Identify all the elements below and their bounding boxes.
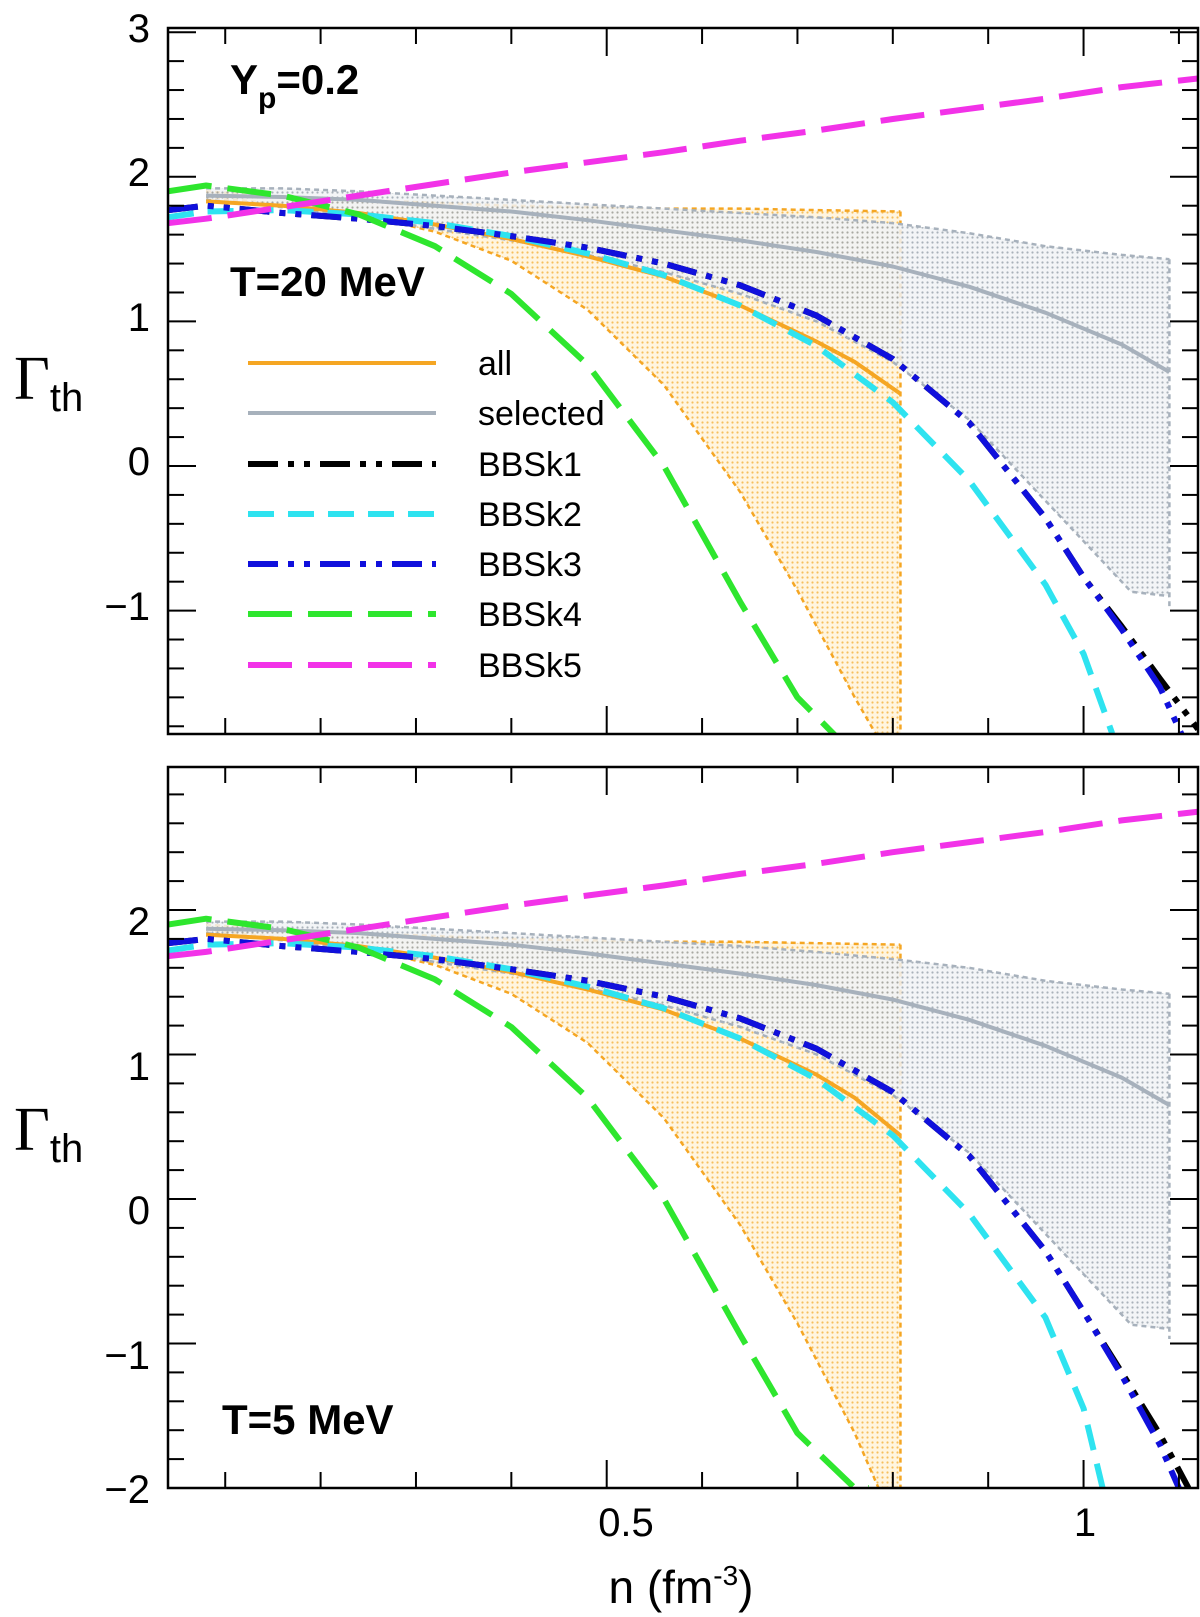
top-y-tick-label: 1 [128,296,150,340]
series-bbsk5 [168,808,1198,960]
bottom-x-tick-labels: 0.5 1 [598,1501,1096,1545]
top-y-tick-label: −1 [104,585,150,629]
legend-label-bbsk4: BBSk4 [478,596,582,634]
series-bbsk2 [168,940,1106,1488]
top-y-tick-label: 0 [128,440,150,484]
series-bbsk5 [168,75,1198,227]
bottom-axis-ticks [168,767,1198,1489]
band-selected-lower-edge [205,931,1170,1331]
bottom-y-tick-label: 0 [128,1189,150,1233]
band-selected [206,188,1170,597]
series-bbsk2 [168,207,1116,734]
series-selected [206,193,1171,374]
bottom-y-tick-label: −2 [104,1468,150,1512]
bottom-y-tick-label: 1 [128,1045,150,1089]
top-y-tick-labels: 3 2 1 0 −1 [104,7,150,629]
band-all [206,191,901,734]
top-y-tick-label: 2 [128,151,150,195]
band-selected [206,921,1170,1329]
bottom-panel: 2 1 0 −1 −2 0.5 1 T=5 MeV Γth n (fm-3) [14,765,1200,1613]
legend-label-bbsk2: BBSk2 [478,496,582,534]
series-bbsk4 [168,182,838,734]
legend: all selected BBSk1 BBSk2 BBSk3 BBSk4 BBS… [248,345,605,685]
legend-label-bbsk1: BBSk1 [478,446,582,484]
top-axis-ticks [168,28,1198,734]
bottom-y-tick-label: −1 [104,1334,150,1378]
top-panel: 3 2 1 0 −1 Yp=0.2 T=20 MeV Γth all selec… [14,7,1200,736]
bottom-x-tick-label: 1 [1074,1501,1096,1545]
bottom-y-tick-labels: 2 1 0 −1 −2 [104,900,150,1512]
bottom-y-tick-label: 2 [128,900,150,944]
top-y-axis-label: Γth [14,345,83,420]
bottom-plot-frame [166,765,1200,1490]
bottom-temperature-annotation: T=5 MeV [222,1396,394,1443]
band-all [206,924,901,1488]
legend-label-bbsk5: BBSk5 [478,647,582,685]
bottom-x-tick-label: 0.5 [598,1501,654,1545]
bottom-series-lines [168,808,1198,1488]
top-y-tick-label: 3 [128,7,150,51]
top-temperature-annotation: T=20 MeV [230,258,425,305]
series-bbsk3 [168,202,1185,734]
bottom-y-axis-label: Γth [14,1096,83,1171]
series-selected [206,926,1171,1107]
legend-label-all: all [478,345,512,383]
series-bbsk4 [168,915,869,1488]
yp-annotation: Yp=0.2 [230,56,359,115]
top-plot-frame [166,26,1200,736]
legend-label-selected: selected [478,395,605,433]
x-axis-label: n (fm-3) [608,1560,753,1613]
legend-label-bbsk3: BBSk3 [478,546,582,584]
top-series-lines [168,75,1198,734]
band-selected-lower-edge [205,198,1170,598]
series-bbsk3 [168,935,1182,1488]
